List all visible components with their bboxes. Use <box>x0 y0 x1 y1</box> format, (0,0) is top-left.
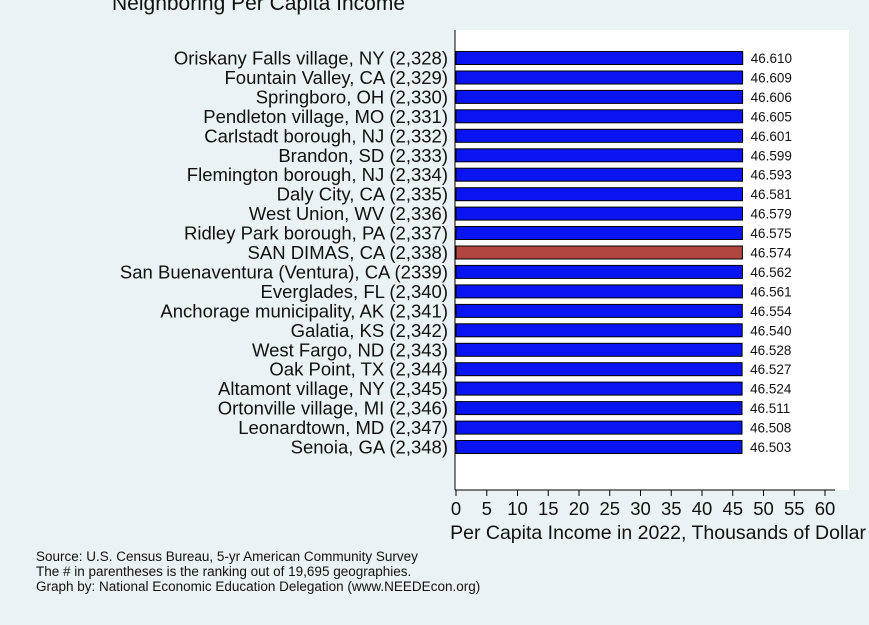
value-label: 46.574 <box>750 246 792 261</box>
bar <box>455 89 744 104</box>
value-label: 46.528 <box>750 343 791 358</box>
value-label: 46.599 <box>751 148 792 163</box>
value-label: 46.610 <box>751 51 792 66</box>
value-label: 46.527 <box>750 362 791 377</box>
value-label: 46.605 <box>751 109 792 124</box>
value-label: 46.554 <box>750 304 792 319</box>
category-label: Carlstadt borough, NJ (2,332) <box>204 125 448 146</box>
value-label: 46.562 <box>750 265 791 280</box>
bar <box>455 51 744 65</box>
value-label: 46.508 <box>750 421 791 436</box>
category-label: Senoia, GA (2,348) <box>291 437 448 458</box>
category-label: Daly City, CA (2,335) <box>277 184 448 205</box>
credit-note: Graph by: National Economic Education De… <box>36 579 481 594</box>
x-tick-label: 60 <box>815 498 836 519</box>
value-label: 46.540 <box>750 323 791 338</box>
x-tick-label: 30 <box>630 498 651 519</box>
x-axis-label: Per Capita Income in 2022, Thousands of … <box>450 522 866 544</box>
category-label: SAN DIMAS, CA (2,338) <box>248 242 448 263</box>
value-label: 46.579 <box>751 207 792 222</box>
category-label: Ridley Park borough, PA (2,337) <box>184 223 448 244</box>
bar <box>455 187 743 202</box>
category-label: Oak Point, TX (2,344) <box>269 359 448 380</box>
ranking-note: The # in parentheses is the ranking out … <box>36 564 412 579</box>
category-label: West Fargo, ND (2,343) <box>252 339 448 360</box>
x-tick-label: 50 <box>753 498 774 519</box>
bar <box>455 264 743 279</box>
category-label: Oriskany Falls village, NY (2,328) <box>174 48 448 69</box>
bar <box>455 303 743 318</box>
category-label: Brandon, SD (2,333) <box>278 145 448 166</box>
category-label: San Buenaventura (Ventura), CA (2339) <box>120 261 448 282</box>
bar <box>455 148 744 163</box>
x-tick-label: 10 <box>507 498 528 519</box>
category-label: Flemington borough, NJ (2,334) <box>187 164 448 185</box>
value-label: 46.524 <box>750 382 792 397</box>
bar <box>455 401 743 416</box>
x-tick-label: 15 <box>538 498 559 519</box>
category-label: Galatia, KS (2,342) <box>291 320 448 341</box>
bar <box>455 128 744 143</box>
x-tick-label: 0 <box>451 498 461 519</box>
x-tick-label: 35 <box>661 498 682 519</box>
x-tick-label: 45 <box>722 498 743 519</box>
bar <box>455 362 743 377</box>
category-label: Leonardtown, MD (2,347) <box>238 417 448 438</box>
value-label: 46.601 <box>751 129 792 144</box>
x-tick-label: 5 <box>482 498 492 519</box>
value-label: 46.575 <box>750 226 791 241</box>
category-label: Altamont village, NY (2,345) <box>218 378 448 399</box>
value-label: 46.561 <box>750 284 791 299</box>
value-label: 46.593 <box>751 168 792 183</box>
bar <box>455 226 743 240</box>
bar <box>455 440 743 454</box>
category-label: Everglades, FL (2,340) <box>261 281 449 302</box>
category-label: Ortonville village, MI (2,346) <box>218 398 448 419</box>
category-label: Pendleton village, MO (2,331) <box>203 106 448 127</box>
bar <box>455 109 744 124</box>
category-label: Springboro, OH (2,330) <box>256 86 448 107</box>
bar <box>455 323 743 338</box>
bar <box>455 284 743 299</box>
category-label: West Union, WV (2,336) <box>249 203 448 224</box>
bar <box>455 420 743 435</box>
chart-title: Neighboring Per Capita Income <box>112 0 405 15</box>
x-tick-label: 20 <box>569 498 590 519</box>
value-label: 46.606 <box>751 90 792 105</box>
category-label: Fountain Valley, CA (2,329) <box>225 67 449 88</box>
x-tick-label: 55 <box>784 498 805 519</box>
bar <box>455 206 743 221</box>
bar <box>455 167 743 182</box>
value-label: 46.581 <box>751 187 792 202</box>
bar <box>455 381 743 396</box>
source-note: Source: U.S. Census Bureau, 5-yr America… <box>36 549 418 564</box>
value-label: 46.511 <box>750 401 790 416</box>
bar <box>455 342 743 357</box>
bar <box>455 70 744 85</box>
footer-notes: Source: U.S. Census Bureau, 5-yr America… <box>36 549 480 594</box>
category-label: Anchorage municipality, AK (2,341) <box>160 300 448 321</box>
x-tick-label: 40 <box>692 498 713 519</box>
value-label: 46.503 <box>750 440 791 455</box>
bar <box>455 245 743 260</box>
x-tick-label: 25 <box>599 498 620 519</box>
value-label: 46.609 <box>751 71 792 86</box>
